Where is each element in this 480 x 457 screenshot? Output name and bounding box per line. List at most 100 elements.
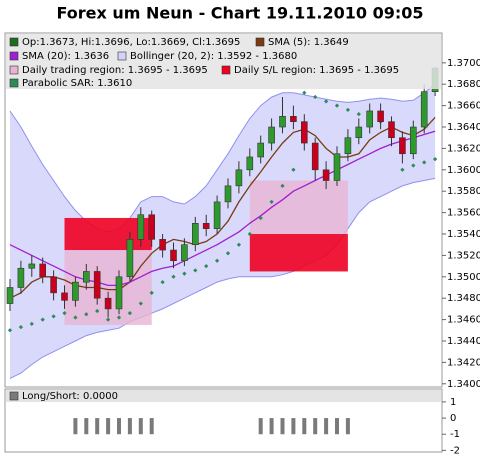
y-tick-label: 1.3580	[447, 186, 480, 197]
candle-body	[300, 121, 308, 144]
long-short-bar	[280, 418, 285, 435]
long-short-bar	[258, 418, 263, 435]
legend-swatch	[9, 65, 19, 75]
y-tick-label: 1.3640	[447, 122, 480, 133]
sar-dot	[214, 258, 220, 263]
legend-swatch	[9, 391, 19, 401]
sar-dot	[149, 290, 154, 295]
sar-dot	[171, 274, 176, 279]
candle-body	[311, 142, 319, 171]
candle-body	[355, 126, 363, 139]
long-short-bar	[73, 418, 78, 435]
plot-layer	[6, 67, 439, 379]
legend-label: Daily S/L region: 1.3695 - 1.3695	[234, 65, 399, 76]
long-short-bar	[95, 418, 100, 435]
y-tick-label: 1.3620	[447, 143, 480, 154]
candle-body	[420, 91, 428, 128]
candle-body	[213, 201, 221, 229]
trading-region	[249, 180, 348, 235]
indicator-header	[6, 390, 441, 402]
candle-body	[50, 276, 57, 294]
candle-body	[93, 271, 101, 299]
long-short-bar	[84, 418, 89, 435]
candle-body	[181, 244, 188, 262]
sl-region	[64, 217, 152, 251]
candle-body	[61, 292, 68, 301]
candle-body	[224, 185, 232, 203]
y-tick-label: 1.3560	[447, 208, 480, 219]
sar-dot	[400, 167, 405, 172]
candle-body	[388, 121, 395, 139]
y-tick-label: 1.3520	[447, 250, 480, 261]
legend-box	[6, 34, 441, 89]
y-tick-label: -1	[450, 429, 460, 440]
y-tick-label: 1.3500	[447, 272, 480, 283]
indicator-line	[9, 130, 436, 287]
candle-body	[246, 156, 254, 171]
long-short-bar	[138, 418, 143, 435]
legend-label: SMA (5): 1.3649	[268, 37, 349, 48]
indicator-title: Long/Short: 0.0000	[22, 391, 118, 402]
candle-body	[170, 249, 177, 262]
legend-label: Parabolic SAR: 1.3610	[22, 78, 132, 89]
candle-body	[192, 223, 199, 246]
y-tick-label: 0	[450, 413, 456, 424]
y-tick-label: 1.3400	[447, 379, 480, 390]
legend-swatch	[9, 51, 19, 61]
candle-body	[333, 153, 341, 181]
sl-region	[249, 234, 348, 272]
y-tick-label: 1.3600	[447, 165, 480, 176]
y-tick-label: 1.3660	[447, 101, 480, 112]
candle-body	[322, 169, 330, 181]
candle-body	[202, 223, 210, 229]
sar-dot	[204, 263, 209, 269]
candle-body	[39, 263, 47, 278]
candle-body	[28, 263, 36, 269]
long-short-bar	[302, 418, 307, 435]
legend-swatch	[255, 37, 265, 47]
y-tick-label: 1.3440	[447, 336, 480, 347]
legend-swatch	[9, 78, 19, 88]
legend-swatch	[9, 37, 19, 47]
chart-title: Forex um Neun - Chart 19.11.2010 09:05	[56, 4, 423, 23]
long-short-bar	[291, 418, 296, 435]
candle-body	[257, 142, 265, 158]
candle-body	[377, 110, 384, 122]
candle-body	[159, 239, 166, 251]
candle-body	[268, 126, 275, 144]
sar-dot	[280, 183, 285, 188]
legend-swatch	[221, 65, 231, 75]
y-tick-label: 1.3460	[447, 315, 480, 326]
sar-dot	[127, 311, 133, 316]
y-tick-label: 1.3420	[447, 357, 480, 368]
sar-dot	[269, 199, 274, 205]
indicator-layer: 1 0 -1 -2	[9, 391, 460, 456]
candle-body	[279, 116, 286, 128]
candle-body	[72, 281, 79, 301]
sar-dot	[160, 280, 165, 285]
legend: Op:1.3673, Hi:1.3696, Lo:1.3669, Cl:1.36…	[6, 34, 441, 89]
sar-dot	[138, 301, 143, 306]
candle-body	[126, 239, 134, 278]
candle-body	[344, 137, 352, 155]
legend-swatch	[117, 51, 127, 61]
long-short-bar	[149, 418, 154, 435]
y-tick-label: 1.3700	[447, 58, 480, 69]
legend-label: SMA (20): 1.3636	[22, 51, 109, 62]
candle-body	[17, 267, 25, 288]
long-short-bar	[313, 418, 318, 435]
long-short-bar	[117, 418, 121, 435]
sar-dot	[422, 160, 427, 165]
sar-dot	[258, 215, 263, 221]
long-short-bar	[269, 418, 274, 435]
indicator-line	[9, 116, 436, 299]
candle-body	[409, 126, 417, 155]
candle-body	[148, 214, 155, 240]
sar-dot	[411, 163, 416, 168]
candle-body	[104, 297, 112, 310]
legend-label: Bollinger (20, 2): 1.3592 - 1.3680	[130, 51, 297, 62]
sar-dot	[432, 156, 438, 162]
long-short-bar	[345, 418, 350, 435]
